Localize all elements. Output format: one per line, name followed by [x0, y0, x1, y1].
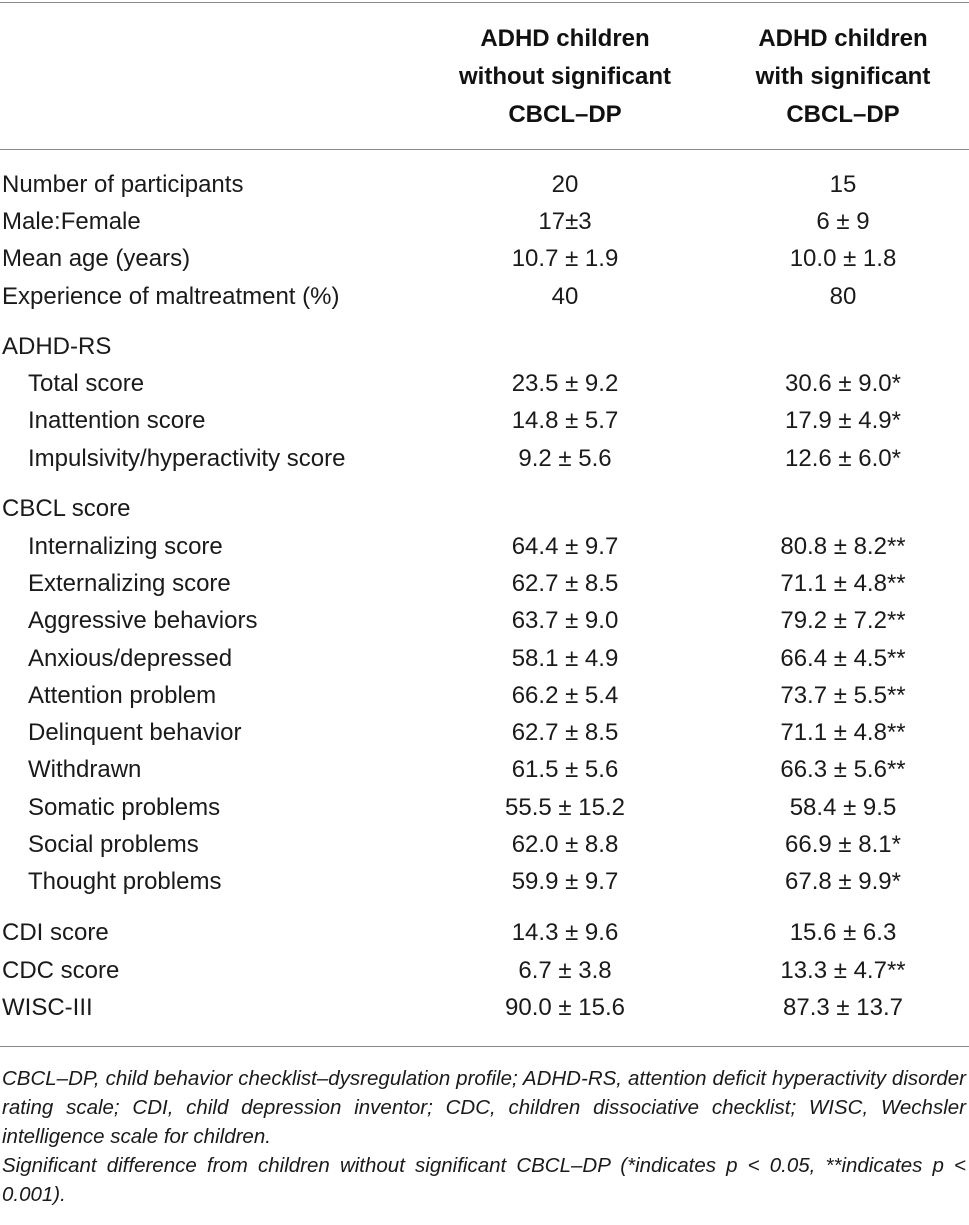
column-header-line: CBCL–DP — [508, 101, 622, 128]
column-header-line: CBCL–DP — [786, 101, 900, 128]
cell-with-dp: 30.6 ± 9.0* — [785, 370, 901, 397]
table-footnotes: CBCL–DP, child behavior checklist–dysreg… — [2, 1064, 966, 1209]
row-label: Externalizing score — [28, 570, 231, 597]
cell-without-dp: 61.5 ± 5.6 — [511, 756, 619, 783]
cell-with-dp: 66.3 ± 5.6** — [780, 756, 906, 783]
cell-without-dp: 14.3 ± 9.6 — [511, 919, 619, 946]
footnote-significance: Significant difference from children wit… — [2, 1154, 966, 1206]
cell-without-dp: 9.2 ± 5.6 — [518, 445, 612, 472]
table-row: Delinquent behavior 62.7 ± 8.5 71.1 ± 4.8*… — [0, 714, 969, 751]
cell-with-dp: 80 — [829, 283, 857, 310]
row-label: Inattention score — [28, 407, 206, 434]
table-row: Social problems 62.0 ± 8.8 66.9 ± 8.1* — [0, 826, 969, 863]
cell-without-dp: 23.5 ± 9.2 — [511, 370, 619, 397]
cell-without-dp: 6.7 ± 3.8 — [518, 957, 612, 984]
table-row: Total score 23.5 ± 9.2 30.6 ± 9.0* — [0, 365, 969, 402]
table-row: Impulsivity/hyperactivity score 9.2 ± 5.6… — [0, 440, 969, 477]
row-label: Total score — [28, 370, 145, 397]
cell-with-dp: 12.6 ± 6.0* — [785, 445, 901, 472]
row-label: ADHD-RS — [2, 333, 112, 360]
cell-with-dp: 71.1 ± 4.8** — [780, 719, 906, 746]
table-row: Attention problem 66.2 ± 5.4 73.7 ± 5.5** — [0, 677, 969, 714]
cell-with-dp: 79.2 ± 7.2** — [780, 607, 906, 634]
cell-without-dp: 90.0 ± 15.6 — [505, 994, 625, 1021]
row-label: CDI score — [2, 919, 109, 946]
cell-without-dp: 58.1 ± 4.9 — [511, 645, 619, 672]
cell-with-dp: 6 ± 9 — [816, 208, 870, 235]
cell-with-dp: 73.7 ± 5.5** — [780, 682, 906, 709]
cell-with-dp: 13.3 ± 4.7** — [780, 957, 906, 984]
cell-without-dp: 62.7 ± 8.5 — [511, 719, 619, 746]
cell-without-dp: 40 — [551, 283, 579, 310]
table-row: Male:Female 17±3 6 ± 9 — [0, 203, 969, 240]
table-bottom-rule — [0, 1046, 969, 1047]
cell-with-dp: 80.8 ± 8.2** — [780, 533, 906, 560]
cell-with-dp: 10.0 ± 1.8 — [789, 245, 897, 272]
row-label: Delinquent behavior — [28, 719, 242, 746]
cell-without-dp: 63.7 ± 9.0 — [511, 607, 619, 634]
table-row: CDI score 14.3 ± 9.6 15.6 ± 6.3 — [0, 914, 969, 951]
table-row: Withdrawn 61.5 ± 5.6 66.3 ± 5.6** — [0, 751, 969, 788]
column-header-line: without significant — [459, 63, 671, 90]
cell-with-dp: 17.9 ± 4.9* — [785, 407, 901, 434]
row-label: Experience of maltreatment (%) — [2, 283, 340, 310]
cell-without-dp: 66.2 ± 5.4 — [511, 682, 619, 709]
cell-with-dp: 71.1 ± 4.8** — [780, 570, 906, 597]
cell-with-dp: 67.8 ± 9.9* — [785, 868, 901, 895]
row-label: CBCL score — [2, 495, 131, 522]
row-label: Anxious/depressed — [28, 645, 233, 672]
table-row: CDC score 6.7 ± 3.8 13.3 ± 4.7** — [0, 952, 969, 989]
row-label: Mean age (years) — [2, 245, 191, 272]
table-top-rule — [0, 2, 969, 3]
table-row: Inattention score 14.8 ± 5.7 17.9 ± 4.9* — [0, 402, 969, 439]
row-label: Internalizing score — [28, 533, 223, 560]
table-row: Somatic problems 55.5 ± 15.2 58.4 ± 9.5 — [0, 789, 969, 826]
column-header-without-dp: ADHD children without significant CBCL–D… — [425, 20, 705, 134]
row-label: Somatic problems — [28, 794, 221, 821]
cell-without-dp: 62.0 ± 8.8 — [511, 831, 619, 858]
column-header-line: ADHD children — [758, 25, 928, 52]
cell-without-dp: 55.5 ± 15.2 — [505, 794, 625, 821]
cell-with-dp: 87.3 ± 13.7 — [783, 994, 903, 1021]
cell-without-dp: 59.9 ± 9.7 — [511, 868, 619, 895]
cell-with-dp: 15 — [829, 171, 857, 198]
table-row: Externalizing score 62.7 ± 8.5 71.1 ± 4.8*… — [0, 565, 969, 602]
table-row: Internalizing score 64.4 ± 9.7 80.8 ± 8.2*… — [0, 528, 969, 565]
column-header-line: ADHD children — [480, 25, 650, 52]
cell-without-dp: 10.7 ± 1.9 — [511, 245, 619, 272]
table-row: ADHD-RS — [0, 328, 969, 365]
cell-with-dp: 58.4 ± 9.5 — [789, 794, 897, 821]
row-label: Number of participants — [2, 171, 244, 198]
row-label: Male:Female — [2, 208, 141, 235]
column-header-with-dp: ADHD children with significant CBCL–DP — [718, 20, 968, 134]
row-label: CDC score — [2, 957, 120, 984]
cell-with-dp: 66.4 ± 4.5** — [780, 645, 906, 672]
cell-without-dp: 62.7 ± 8.5 — [511, 570, 619, 597]
table-row: Thought problems 59.9 ± 9.7 67.8 ± 9.9* — [0, 863, 969, 900]
table-row: Anxious/depressed 58.1 ± 4.9 66.4 ± 4.5** — [0, 640, 969, 677]
row-label: Thought problems — [28, 868, 222, 895]
cell-without-dp: 17±3 — [538, 208, 592, 235]
row-label: Attention problem — [28, 682, 217, 709]
table-row: Mean age (years) 10.7 ± 1.9 10.0 ± 1.8 — [0, 240, 969, 277]
table-row: CBCL score — [0, 490, 969, 527]
cell-without-dp: 14.8 ± 5.7 — [511, 407, 619, 434]
header-rule — [0, 149, 969, 150]
table-row: Experience of maltreatment (%) 40 80 — [0, 278, 969, 315]
cell-without-dp: 64.4 ± 9.7 — [511, 533, 619, 560]
row-label: Impulsivity/hyperactivity score — [28, 445, 346, 472]
cell-without-dp: 20 — [551, 171, 579, 198]
table-row: Number of participants 20 15 — [0, 166, 969, 203]
cell-with-dp: 66.9 ± 8.1* — [785, 831, 901, 858]
table-row: Aggressive behaviors 63.7 ± 9.0 79.2 ± 7.2… — [0, 602, 969, 639]
cell-with-dp: 15.6 ± 6.3 — [789, 919, 897, 946]
row-label: Aggressive behaviors — [28, 607, 258, 634]
row-label: Withdrawn — [28, 756, 142, 783]
row-label: WISC-III — [2, 994, 93, 1021]
column-header-line: with significant — [755, 63, 931, 90]
footnote-abbreviations: CBCL–DP, child behavior checklist–dysreg… — [2, 1067, 966, 1148]
table-row: WISC-III 90.0 ± 15.6 87.3 ± 13.7 — [0, 989, 969, 1026]
row-label: Social problems — [28, 831, 199, 858]
